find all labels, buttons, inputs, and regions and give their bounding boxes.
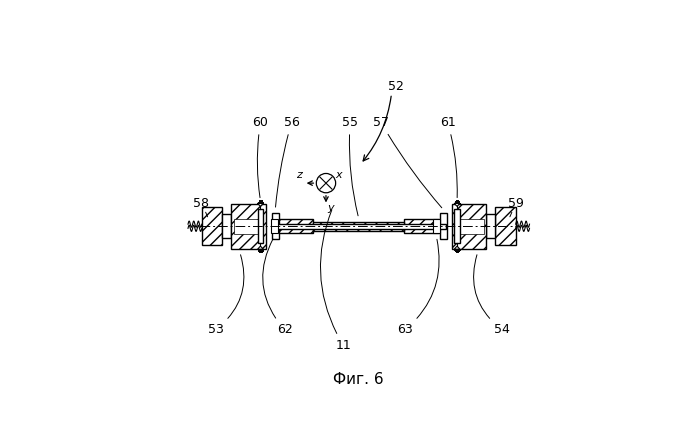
Circle shape xyxy=(316,173,335,193)
Bar xyxy=(440,213,447,239)
Text: 62: 62 xyxy=(262,239,293,336)
Polygon shape xyxy=(258,246,263,249)
Text: 54: 54 xyxy=(474,255,510,336)
Text: 59: 59 xyxy=(508,197,524,210)
Text: 52: 52 xyxy=(388,80,404,93)
Text: 63: 63 xyxy=(398,239,439,336)
Polygon shape xyxy=(454,246,460,249)
Polygon shape xyxy=(258,203,263,207)
Text: 53: 53 xyxy=(208,255,244,336)
Bar xyxy=(454,209,460,244)
Bar xyxy=(271,220,278,233)
Text: 56: 56 xyxy=(276,116,300,207)
Bar xyxy=(486,214,495,238)
Bar xyxy=(279,220,313,233)
Text: 57: 57 xyxy=(373,116,442,208)
Bar xyxy=(231,204,265,249)
Bar xyxy=(234,219,263,234)
Bar xyxy=(495,207,516,245)
Bar xyxy=(433,220,440,233)
Text: 60: 60 xyxy=(253,116,268,198)
Bar xyxy=(405,220,439,233)
Text: x: x xyxy=(335,170,342,180)
Text: z: z xyxy=(296,170,302,180)
Bar xyxy=(452,204,486,249)
Text: 11: 11 xyxy=(321,210,351,352)
Text: y: y xyxy=(328,203,334,213)
Bar xyxy=(223,214,231,238)
Bar xyxy=(258,209,263,244)
Bar xyxy=(272,224,446,228)
Text: 55: 55 xyxy=(342,116,358,216)
Bar xyxy=(272,213,279,239)
Bar xyxy=(202,207,223,245)
Text: 61: 61 xyxy=(440,116,457,198)
Polygon shape xyxy=(454,203,460,207)
Text: 58: 58 xyxy=(193,197,209,210)
Text: Фиг. 6: Фиг. 6 xyxy=(333,372,384,387)
Bar xyxy=(454,219,484,234)
Bar xyxy=(313,222,405,231)
